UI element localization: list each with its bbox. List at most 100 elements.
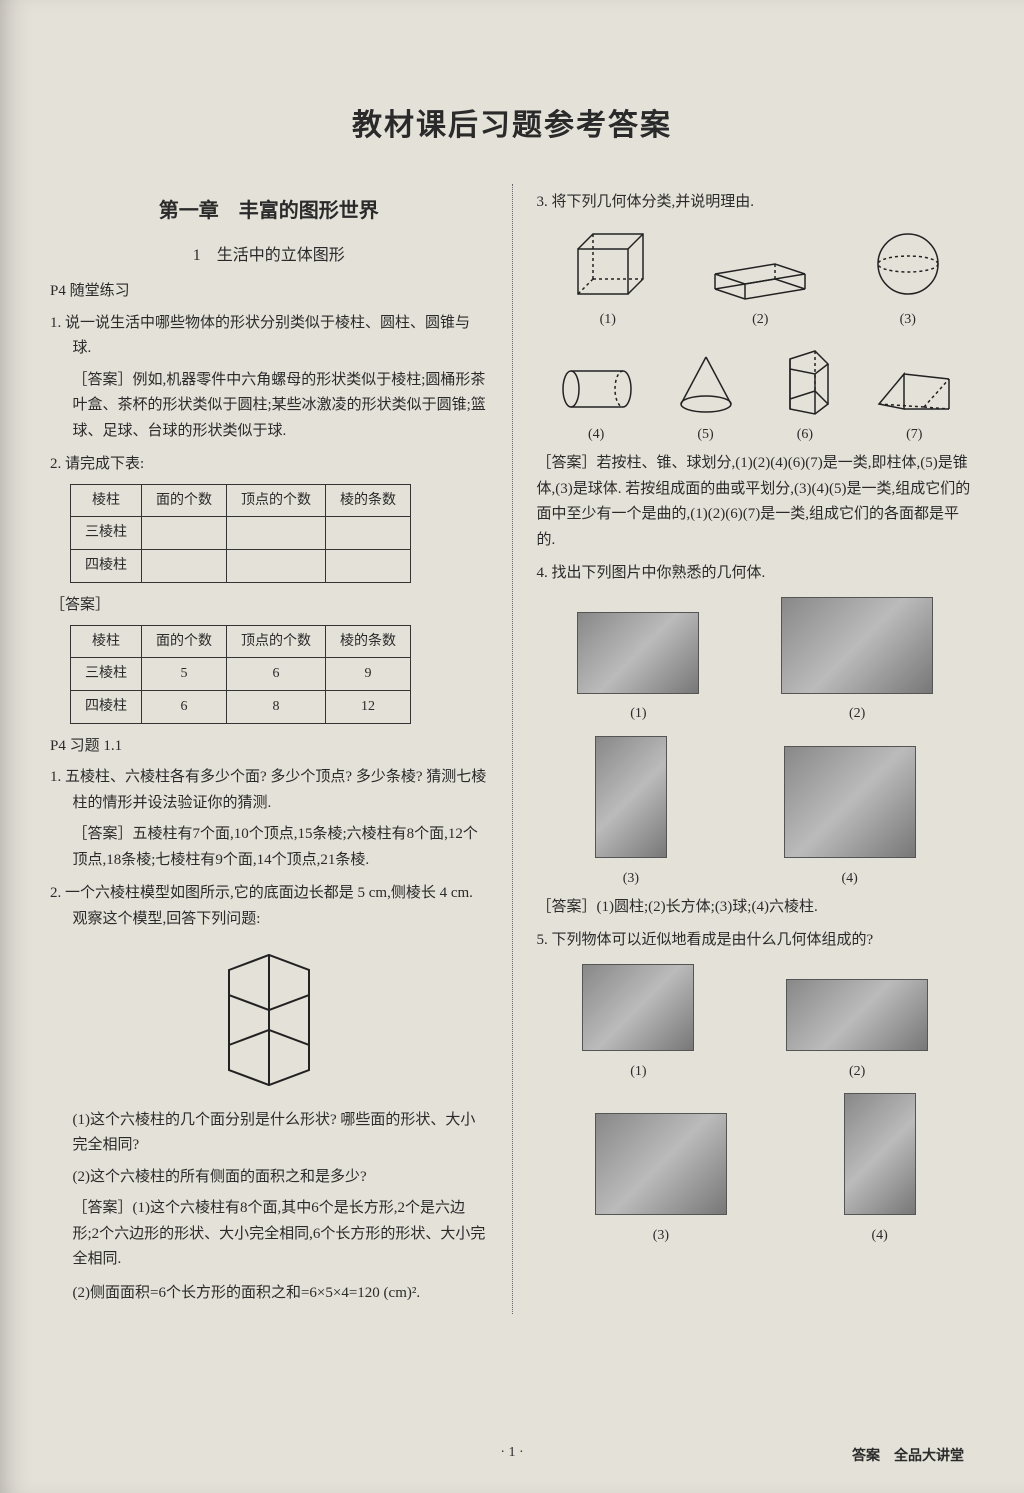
photo-label: (1) (577, 702, 699, 726)
th: 面的个数 (142, 625, 227, 658)
photo-label: (4) (844, 1224, 916, 1248)
th: 棱的条数 (326, 625, 411, 658)
section-title: 1 生活中的立体图形 (50, 242, 488, 269)
table-answers: 棱柱 面的个数 顶点的个数 棱的条数 三棱柱 5 6 9 四棱柱 6 8 12 (70, 625, 411, 724)
photo-label: (4) (784, 867, 916, 891)
question-2: 2. 请完成下表: (50, 452, 488, 478)
shape-cone: (5) (671, 349, 741, 447)
td (142, 550, 227, 583)
td: 三棱柱 (71, 517, 142, 550)
th: 面的个数 (142, 484, 227, 517)
exercise-2: 2. 一个六棱柱模型如图所示,它的底面边长都是 5 cm,侧棱长 4 cm. 观… (50, 881, 488, 932)
photo-2: (2) (781, 597, 933, 727)
photo-teabox (784, 746, 916, 858)
photo-label: (2) (786, 1060, 928, 1084)
photo-tower (595, 736, 667, 858)
photo-label: (3) (595, 867, 667, 891)
p4-practice-heading: P4 随堂练习 (50, 279, 488, 305)
table-blank: 棱柱 面的个数 顶点的个数 棱的条数 三棱柱 四棱柱 (70, 484, 411, 583)
shape-label: (5) (671, 423, 741, 447)
photo-5-2: (2) (786, 979, 928, 1084)
photo-building (781, 597, 933, 694)
photo-lamp (844, 1093, 916, 1215)
photo-telescope (786, 979, 928, 1051)
question-3: 3. 将下列几何体分类,并说明理由. (537, 190, 975, 216)
question-5: 5. 下列物体可以近似地看成是由什么几何体组成的? (537, 928, 975, 954)
td: 9 (326, 658, 411, 691)
photo-perfume (582, 964, 694, 1051)
td: 8 (227, 691, 326, 724)
photo-4: (4) (784, 746, 916, 891)
shapes-row-2: (4) (5) (537, 339, 975, 447)
th: 棱柱 (71, 625, 142, 658)
td (326, 550, 411, 583)
td (227, 550, 326, 583)
exercise-1: 1. 五棱柱、六棱柱各有多少个面? 多少个顶点? 多少条棱? 猜测七棱柱的情形并… (50, 765, 488, 816)
exercise-2-answer: ［答案］(1)这个六棱柱有8个面,其中6个是长方形,2个是六边形;2个六边形的形… (73, 1196, 488, 1273)
photo-5-3: (3) (595, 1113, 727, 1248)
exercise-1-answer: ［答案］五棱柱有7个面,10个顶点,15条棱;六棱柱有8个面,12个顶点,18条… (73, 822, 488, 873)
hexagonal-prism-figure (50, 940, 488, 1100)
left-column: 第一章 丰富的图形世界 1 生活中的立体图形 P4 随堂练习 1. 说一说生活中… (50, 184, 488, 1314)
shape-label: (3) (868, 308, 948, 332)
photo-row-1: (1) (2) (537, 597, 975, 727)
photo-row-3: (1) (2) (537, 964, 975, 1084)
td (227, 517, 326, 550)
shape-tri-prism: (7) (869, 359, 959, 447)
td: 12 (326, 691, 411, 724)
two-columns: 第一章 丰富的图形世界 1 生活中的立体图形 P4 随堂练习 1. 说一说生活中… (50, 184, 974, 1314)
column-divider (512, 184, 513, 1314)
photo-1: (1) (577, 612, 699, 727)
photo-3: (3) (595, 736, 667, 891)
photo-binoculars (577, 612, 699, 694)
td: 四棱柱 (71, 550, 142, 583)
page-footer: · 1 · 答案 全品大讲堂 (0, 1445, 1024, 1465)
photo-row-4: (3) (4) (537, 1093, 975, 1248)
question-4-answer: ［答案］(1)圆柱;(2)长方体;(3)球;(4)六棱柱. (537, 895, 975, 921)
td: 5 (142, 658, 227, 691)
exercise-2-sub2: (2)这个六棱柱的所有侧面的面积之和是多少? (50, 1165, 488, 1191)
th: 顶点的个数 (227, 484, 326, 517)
photo-5-1: (1) (582, 964, 694, 1084)
shape-label: (1) (563, 308, 653, 332)
photo-label: (2) (781, 702, 933, 726)
shape-cylinder: (4) (551, 359, 641, 447)
question-1: 1. 说一说生活中哪些物体的形状分别类似于棱柱、圆柱、圆锥与球. (50, 311, 488, 362)
p4-exercise-heading: P4 习题 1.1 (50, 734, 488, 760)
question-4: 4. 找出下列图片中你熟悉的几何体. (537, 561, 975, 587)
td: 6 (227, 658, 326, 691)
exercise-2-answer2: (2)侧面面积=6个长方形的面积之和=6×5×4=120 (cm)². (73, 1281, 488, 1307)
exercise-2-sub1: (1)这个六棱柱的几个面分别是什么形状? 哪些面的形状、大小完全相同? (50, 1108, 488, 1159)
td (326, 517, 411, 550)
th: 棱柱 (71, 484, 142, 517)
shape-label: (6) (770, 423, 840, 447)
shape-label: (7) (869, 423, 959, 447)
shape-prism: (6) (770, 339, 840, 447)
photo-row-2: (3) (4) (537, 736, 975, 891)
shape-label: (2) (705, 308, 815, 332)
footer-brand: 答案 全品大讲堂 (663, 1445, 964, 1465)
page-number: · 1 · (361, 1445, 662, 1465)
main-title: 教材课后习题参考答案 (50, 100, 974, 144)
photo-5-4: (4) (844, 1093, 916, 1248)
shape-label: (4) (551, 423, 641, 447)
photo-label: (3) (595, 1224, 727, 1248)
right-column: 3. 将下列几何体分类,并说明理由. (1) (537, 184, 975, 1314)
answer-1: ［答案］例如,机器零件中六角螺母的形状类似于棱柱;圆桶形茶叶盒、茶杯的形状类似于… (73, 368, 488, 445)
shape-sphere: (3) (868, 224, 948, 332)
photo-label: (1) (582, 1060, 694, 1084)
th: 棱的条数 (326, 484, 411, 517)
th: 顶点的个数 (227, 625, 326, 658)
photo-hut (595, 1113, 727, 1215)
chapter-title: 第一章 丰富的图形世界 (50, 194, 488, 228)
question-3-answer: ［答案］若按柱、锥、球划分,(1)(2)(4)(6)(7)是一类,即柱体,(5)… (537, 451, 975, 553)
shapes-row-1: (1) (2) (537, 224, 975, 332)
td (142, 517, 227, 550)
td: 三棱柱 (71, 658, 142, 691)
td: 四棱柱 (71, 691, 142, 724)
shape-cuboid: (2) (705, 244, 815, 332)
page: 教材课后习题参考答案 第一章 丰富的图形世界 1 生活中的立体图形 P4 随堂练… (0, 0, 1024, 1493)
td: 6 (142, 691, 227, 724)
shape-cube: (1) (563, 224, 653, 332)
answer-label: ［答案］ (50, 593, 488, 619)
